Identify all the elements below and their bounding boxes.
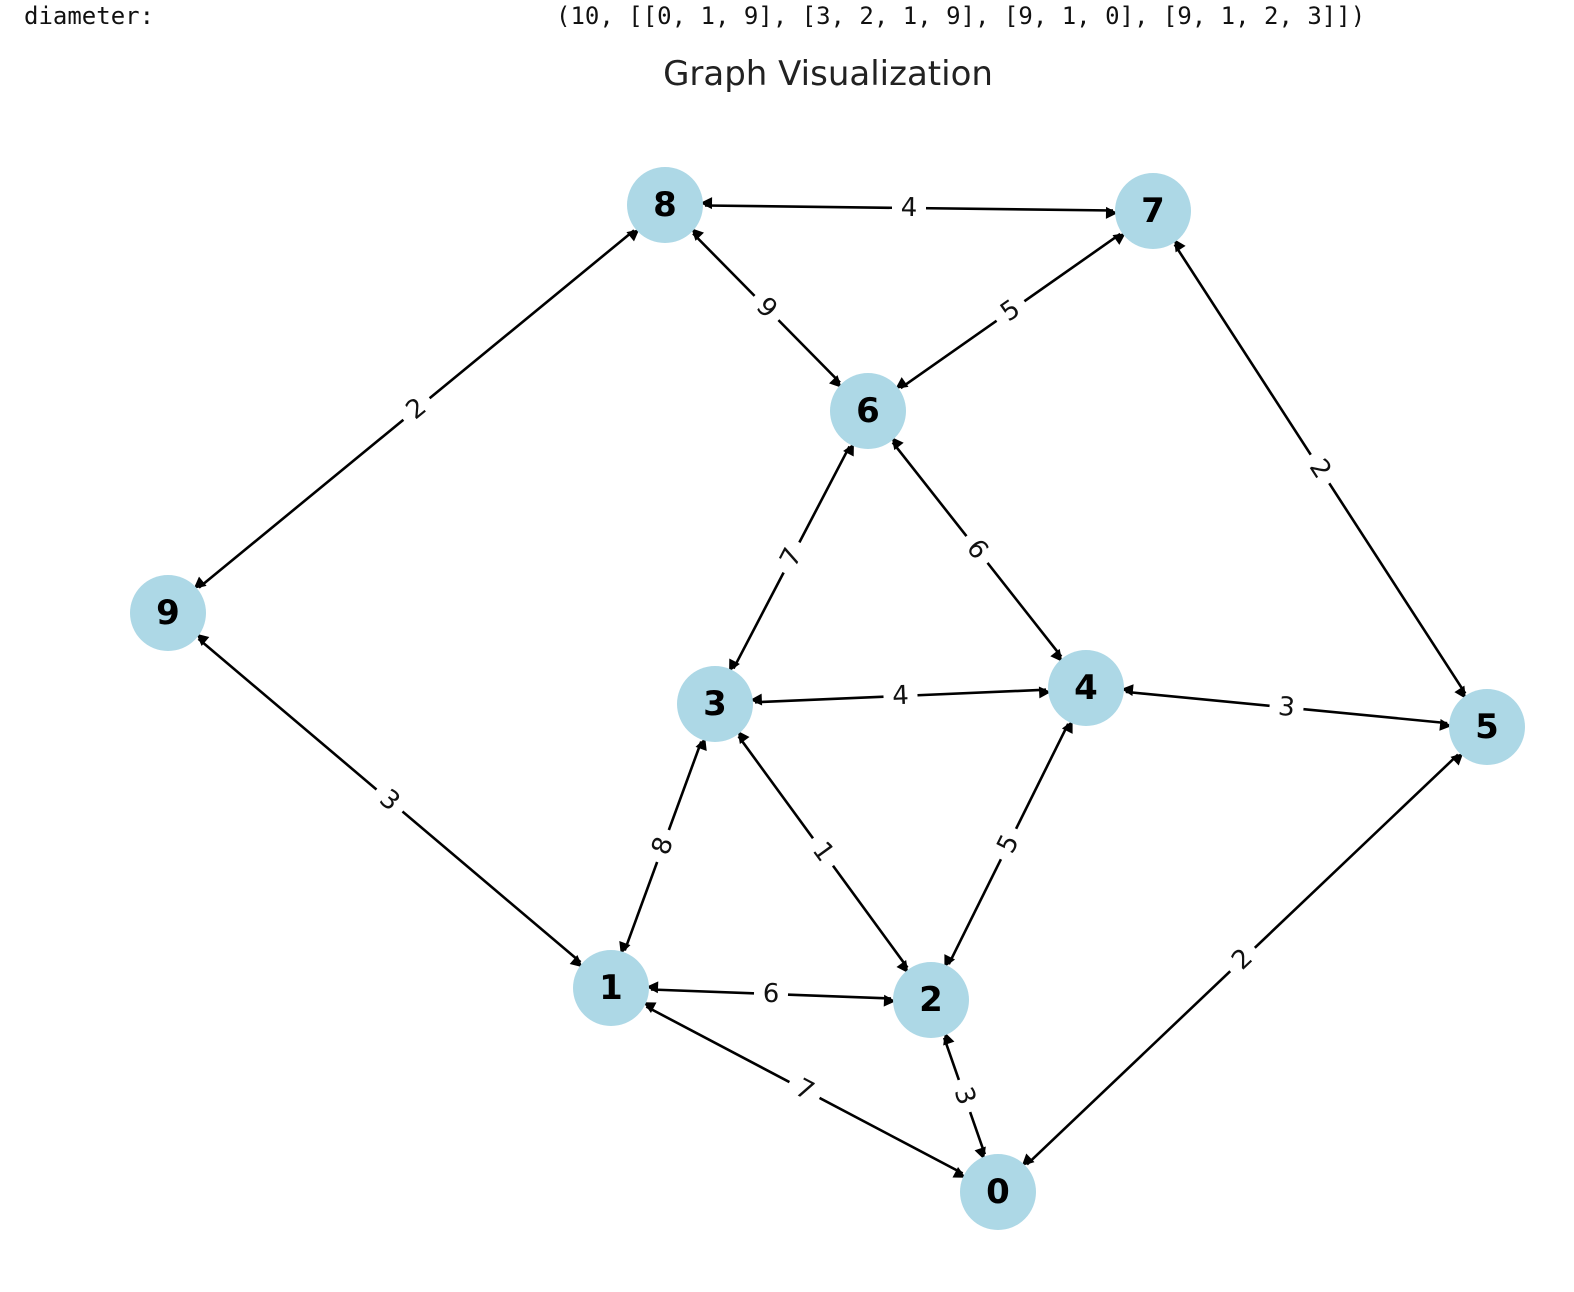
- edge-weight-label: 2: [1297, 446, 1343, 492]
- node-label: 3: [703, 684, 727, 724]
- node-1: 1: [573, 950, 649, 1026]
- edge-weight-label: 2: [393, 385, 440, 433]
- edge-weight-label: 2: [1219, 936, 1266, 983]
- edge-label-background: [393, 385, 440, 433]
- diameter-label: diameter:: [24, 2, 155, 30]
- diameter-value: (10, [[0, 1, 9], [3, 2, 1, 9], [9, 1, 0]…: [556, 2, 1366, 30]
- edge-label-background: [800, 828, 846, 876]
- edge-9-1: 3: [196, 633, 583, 968]
- edge-4-5: 3: [1121, 684, 1452, 731]
- node-7: 7: [1115, 173, 1191, 249]
- node-circle: [960, 1154, 1036, 1230]
- edge-weight-text: 6: [762, 979, 780, 1010]
- edge-weight-label: 3: [1268, 689, 1305, 726]
- edge-3-2: 1: [737, 730, 909, 974]
- node-label: 5: [1475, 707, 1499, 747]
- edge-label-background: [953, 526, 1001, 573]
- node-0: 0: [960, 1154, 1036, 1230]
- edge-label-background: [882, 679, 919, 713]
- graph-title: Graph Visualization: [663, 54, 993, 94]
- node-4: 4: [1048, 650, 1124, 726]
- edge-weight-label: 4: [891, 191, 927, 225]
- edge-label-background: [987, 288, 1034, 334]
- edge-weight-label: 4: [882, 679, 919, 713]
- node-label: 9: [156, 593, 180, 633]
- node-5: 5: [1449, 689, 1525, 765]
- edge-label-background: [1219, 936, 1266, 983]
- node-circle: [627, 167, 703, 243]
- edge-label-background: [642, 824, 684, 868]
- edge-7-6: 5: [895, 232, 1126, 390]
- node-circle: [677, 666, 753, 742]
- edge-label-background: [891, 191, 927, 225]
- edge-5-0: 2: [1021, 752, 1464, 1167]
- node-circle: [1449, 689, 1525, 765]
- edge-weight-label: 7: [782, 1067, 827, 1113]
- edge-weight-label: 5: [986, 821, 1031, 867]
- edge-3-1: 8: [619, 737, 707, 955]
- edge-label-background: [1297, 446, 1343, 492]
- nodes-layer: 0 1 2 3 4 5 6 7 8 9: [130, 167, 1525, 1230]
- edge-weight-label: 9: [743, 284, 790, 332]
- node-label: 7: [1141, 191, 1165, 231]
- edge-weight-text: 4: [901, 193, 918, 223]
- node-6: 6: [830, 373, 906, 449]
- edge-7-5: 2: [1173, 239, 1467, 699]
- node-circle: [1048, 650, 1124, 726]
- edges-layer: 4 9 2 5 2 7 6 4 3 3 8 1 5 6 7 3 2: [193, 191, 1467, 1178]
- node-8: 8: [627, 167, 703, 243]
- edge-4-2: 5: [944, 720, 1073, 968]
- node-circle: [893, 962, 969, 1038]
- node-circle: [1115, 173, 1191, 249]
- node-label: 4: [1074, 668, 1098, 708]
- edge-6-3: 7: [729, 443, 854, 672]
- edge-label-background: [366, 777, 413, 824]
- edge-weight-label: 8: [642, 824, 684, 868]
- edge-label-background: [769, 535, 814, 580]
- edge-weight-label: 3: [366, 777, 413, 824]
- node-circle: [573, 950, 649, 1026]
- node-label: 6: [856, 391, 880, 431]
- edge-label-background: [743, 284, 790, 332]
- node-3: 3: [677, 666, 753, 742]
- edge-weight-label: 5: [987, 288, 1034, 334]
- edge-weight-label: 6: [753, 977, 789, 1011]
- edge-weight-label: 7: [769, 535, 814, 580]
- node-label: 0: [986, 1172, 1010, 1212]
- node-circle: [830, 373, 906, 449]
- edge-8-9: 2: [193, 229, 640, 589]
- node-2: 2: [893, 962, 969, 1038]
- edge-label-background: [782, 1067, 827, 1113]
- edge-1-0: 7: [643, 1002, 966, 1178]
- edge-weight-label: 1: [800, 828, 846, 876]
- node-label: 8: [653, 185, 677, 225]
- edge-8-6: 9: [691, 228, 842, 388]
- edge-2-0: 3: [942, 1032, 987, 1160]
- edge-8-7: 4: [700, 191, 1118, 225]
- node-circle: [130, 575, 206, 651]
- edge-6-4: 6: [891, 437, 1063, 662]
- edge-weight-label: 3: [943, 1074, 986, 1118]
- node-9: 9: [130, 575, 206, 651]
- edge-weight-text: 4: [892, 681, 910, 712]
- edge-label-background: [943, 1074, 986, 1118]
- node-label: 2: [919, 980, 943, 1020]
- edge-label-background: [986, 821, 1031, 867]
- edge-label-background: [1268, 689, 1305, 726]
- edge-1-2: 6: [646, 977, 896, 1011]
- node-label: 1: [599, 968, 623, 1008]
- edge-weight-label: 6: [953, 526, 1001, 573]
- edge-weight-text: 3: [1277, 692, 1296, 723]
- edge-3-4: 4: [749, 679, 1052, 713]
